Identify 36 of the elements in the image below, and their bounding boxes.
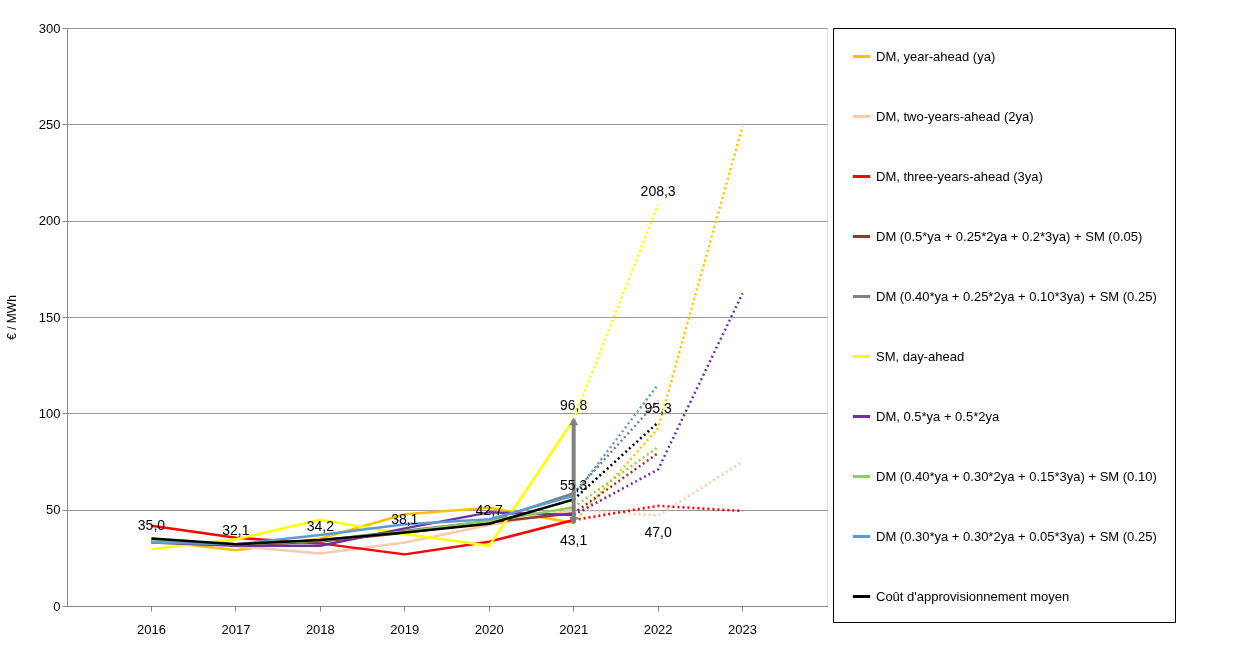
y-tick-label: 50 xyxy=(46,502,61,518)
data-label: 95,3 xyxy=(644,400,672,417)
data-label: 55,3 xyxy=(560,477,588,494)
data-label: 32,1 xyxy=(222,522,250,539)
x-tick-label: 2020 xyxy=(474,621,504,637)
x-tick-label: 2021 xyxy=(559,621,589,637)
y-tick-label: 0 xyxy=(53,598,61,614)
legend-label: DM (0.30*ya + 0.30*2ya + 0.05*3ya) + SM (0.25) xyxy=(876,528,1157,544)
legend-label: DM (0.40*ya + 0.25*2ya + 0.10*3ya) + SM (0.25) xyxy=(876,288,1157,304)
data-label: 208,3 xyxy=(640,182,676,199)
x-tick-label: 2016 xyxy=(136,621,166,637)
legend-label: DM, three-years-ahead (3ya) xyxy=(876,168,1043,184)
data-label: 47,0 xyxy=(644,524,672,541)
data-label: 43,1 xyxy=(560,531,588,548)
x-tick-label: 2022 xyxy=(643,621,673,637)
legend-label: SM, day-ahead xyxy=(876,348,965,364)
x-tick-label: 2023 xyxy=(728,621,758,637)
y-tick-label: 300 xyxy=(38,20,61,36)
y-tick-label: 200 xyxy=(38,213,61,229)
data-label: 96,8 xyxy=(560,397,588,414)
y-tick-label: 150 xyxy=(38,309,61,325)
legend-label: Coût d'approvisionnement moyen xyxy=(876,588,1070,604)
x-tick-label: 2018 xyxy=(305,621,335,637)
y-axis-title: € / MWh xyxy=(4,295,19,340)
y-tick-label: 100 xyxy=(38,405,61,421)
legend-label: DM (0.40*ya + 0.30*2ya + 0.15*3ya) + SM (0.10) xyxy=(876,468,1157,484)
x-tick-label: 2017 xyxy=(221,621,251,637)
legend-label: DM, 0.5*ya + 0.5*2ya xyxy=(876,408,1000,424)
data-label: 34,2 xyxy=(306,518,335,535)
x-tick-label: 2019 xyxy=(390,621,420,637)
legend-label: DM, two-years-ahead (2ya) xyxy=(876,108,1034,124)
y-tick-label: 250 xyxy=(38,116,61,132)
data-label: 35,0 xyxy=(137,516,166,533)
legend-label: DM (0.5*ya + 0.25*2ya + 0.2*3ya) + SM (0.05) xyxy=(876,228,1143,244)
legend-label: DM, year-ahead (ya) xyxy=(876,48,996,64)
data-label: 38,1 xyxy=(391,510,419,527)
